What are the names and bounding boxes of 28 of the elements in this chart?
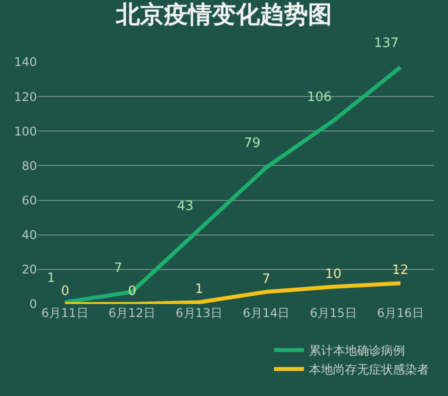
data-label: 12 — [392, 263, 409, 278]
data-label: 7 — [262, 272, 270, 287]
y-tick-label: 120 — [14, 90, 37, 104]
y-tick-label: 0 — [29, 297, 37, 312]
x-tick-label: 6月13日 — [176, 306, 223, 320]
data-label: 10 — [325, 267, 342, 282]
data-label: 1 — [47, 271, 56, 286]
y-tick-label: 140 — [14, 55, 37, 70]
data-label: 79 — [244, 136, 261, 151]
chart-title: 北京疫情变化趋势图 — [115, 0, 332, 29]
legend-label: 累计本地确诊病例 — [309, 344, 405, 358]
y-tick-label: 60 — [22, 193, 37, 208]
data-label: 1 — [195, 282, 204, 297]
x-tick-label: 6月15日 — [310, 306, 357, 320]
line-series — [62, 281, 402, 304]
x-tick-label: 6月16日 — [376, 306, 424, 320]
x-tick-label: 6月11日 — [41, 306, 88, 320]
y-tick-label: 100 — [14, 124, 37, 138]
y-tick-label: 20 — [22, 262, 37, 277]
data-label: 137 — [374, 36, 399, 51]
x-tick-label: 6月14日 — [242, 306, 290, 320]
y-tick-label: 80 — [22, 158, 37, 173]
y-tick-label: 40 — [22, 228, 37, 242]
data-label: 0 — [61, 284, 70, 299]
data-label: 0 — [128, 284, 136, 299]
x-tick-label: 6月12日 — [108, 306, 156, 320]
data-label: 43 — [177, 199, 194, 214]
legend-label: 本地尚存无症状感染者 — [309, 362, 429, 377]
